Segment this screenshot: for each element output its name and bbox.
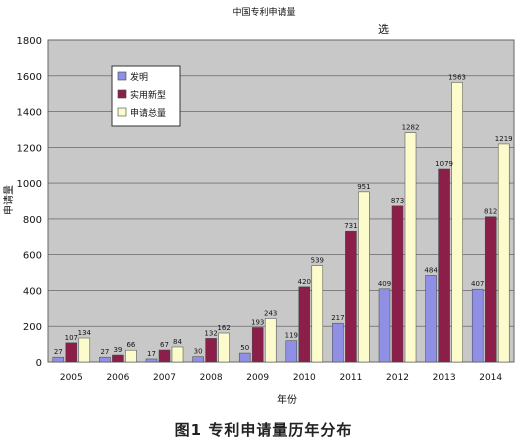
y-axis-ticks: 0 200 400 600 800 1000 1200 1400 1600 1800 (17, 36, 42, 369)
legend-label: 发明 (130, 71, 148, 83)
chart-subtitle: 选 (378, 23, 389, 36)
data-label: 67 (160, 341, 169, 349)
bar-2009-series-0 (238, 352, 251, 363)
legend-swatch (117, 107, 127, 117)
y-tick-label: 1600 (17, 72, 42, 83)
x-tick-label: 2010 (293, 373, 316, 383)
bar-2007-series-2 (171, 346, 184, 363)
bar-2006-series-0 (99, 356, 111, 363)
chart-title: 中国专利申请量 (232, 6, 295, 18)
data-label: 30 (194, 348, 203, 356)
data-label: 1282 (402, 124, 420, 132)
legend-label: 实用新型 (130, 89, 166, 101)
data-label: 1563 (448, 73, 466, 81)
data-label: 119 (285, 332, 298, 340)
bar-2007-series-0 (145, 358, 158, 363)
bar-2013-series-0 (425, 275, 437, 363)
data-label: 951 (357, 183, 370, 191)
data-label: 539 (311, 257, 324, 265)
data-label: 84 (173, 338, 182, 346)
bar-2012-series-0 (378, 288, 391, 363)
bar-2011-series-2 (358, 191, 370, 363)
data-label: 243 (264, 310, 277, 318)
bar-2009-series-1 (251, 327, 264, 363)
data-label: 50 (240, 344, 249, 352)
bar-2012-series-1 (391, 205, 404, 363)
x-axis-ticks: 2005 2006 2007 2008 2009 2010 2011 2012 2013 2014 (60, 373, 503, 383)
y-tick-label: 1400 (17, 108, 42, 119)
x-tick-label: 2006 (106, 373, 129, 383)
data-label: 132 (204, 329, 217, 337)
data-label: 39 (113, 346, 122, 354)
data-label: 217 (331, 314, 344, 322)
y-tick-label: 400 (23, 286, 42, 297)
bar-2010-series-2 (311, 265, 324, 363)
y-tick-label: 0 (36, 358, 42, 369)
bar-2008-series-2 (218, 332, 230, 363)
data-label: 193 (251, 318, 264, 326)
data-label: 27 (100, 348, 109, 356)
bar-2013-series-2 (451, 82, 463, 363)
y-tick-label: 800 (23, 215, 42, 226)
x-tick-label: 2005 (60, 373, 83, 383)
x-tick-label: 2007 (153, 373, 176, 383)
x-tick-label: 2008 (200, 373, 223, 383)
data-label: 66 (126, 341, 135, 349)
bar-2005-series-0 (52, 356, 65, 363)
x-tick-label: 2012 (386, 373, 409, 383)
data-label: 420 (298, 278, 311, 286)
bar-2008-series-0 (192, 356, 204, 363)
data-label: 1079 (435, 160, 453, 168)
bar-2010-series-1 (298, 286, 311, 363)
data-label: 484 (424, 266, 438, 274)
data-label: 409 (378, 280, 391, 288)
x-tick-label: 2009 (246, 373, 269, 383)
bar-2006-series-2 (125, 349, 137, 363)
legend-swatch (117, 89, 127, 99)
bar-2006-series-1 (112, 354, 124, 363)
x-tick-label: 2011 (339, 373, 362, 383)
x-tick-label: 2014 (479, 373, 502, 383)
data-label: 407 (471, 280, 484, 288)
y-tick-label: 1800 (17, 36, 42, 47)
legend-swatch (117, 71, 127, 81)
bar-2014-series-1 (484, 216, 497, 363)
bar-2008-series-1 (205, 338, 217, 363)
y-tick-label: 1000 (17, 179, 42, 190)
data-label: 17 (147, 350, 156, 358)
bar-2011-series-1 (345, 230, 357, 363)
bar-2014-series-0 (471, 288, 484, 363)
bar-2011-series-0 (332, 322, 344, 363)
bar-2012-series-2 (404, 132, 417, 363)
y-tick-label: 200 (23, 322, 42, 333)
bar-2010-series-0 (285, 340, 298, 363)
data-label: 162 (217, 324, 230, 332)
data-label: 731 (344, 222, 357, 230)
data-label: 134 (78, 329, 92, 337)
bar-2013-series-1 (438, 168, 450, 363)
bar-2009-series-2 (264, 318, 277, 363)
data-label: 873 (391, 197, 404, 205)
data-label: 1219 (495, 135, 513, 143)
bar-2005-series-1 (65, 342, 78, 363)
bar-2005-series-2 (78, 337, 91, 363)
bar-2007-series-1 (158, 349, 171, 363)
y-tick-label: 600 (23, 251, 42, 262)
data-label: 107 (65, 334, 78, 342)
data-label: 27 (54, 348, 63, 356)
bars (52, 82, 510, 363)
figure-caption: 图1 专利申请量历年分布 (174, 421, 353, 439)
y-tick-label: 1200 (17, 143, 42, 154)
x-axis-label: 年份 (277, 393, 297, 406)
legend-label: 申请总量 (130, 107, 166, 119)
bar-2014-series-2 (497, 143, 510, 363)
x-tick-label: 2013 (433, 373, 456, 383)
y-axis-label: 申请量 (2, 185, 15, 215)
data-label: 812 (484, 208, 497, 216)
